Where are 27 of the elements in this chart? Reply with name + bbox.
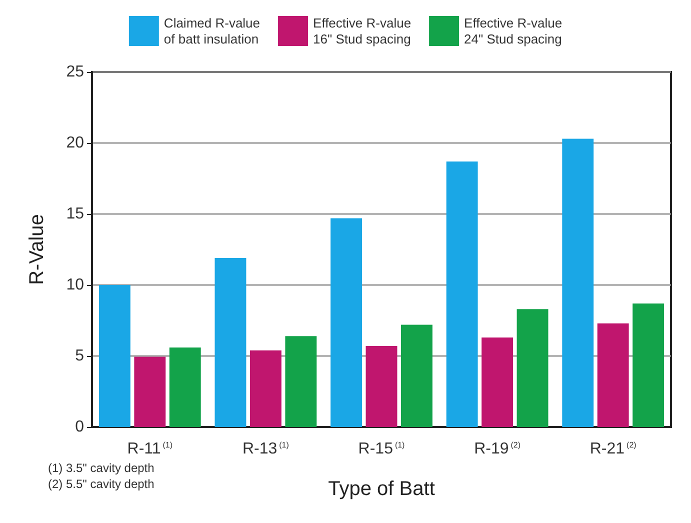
bar bbox=[169, 347, 201, 427]
legend-label: Effective R-value 24" Stud spacing bbox=[464, 16, 562, 46]
y-tick-label: 25 bbox=[66, 64, 84, 80]
text: (1) 3.5" cavity depth (2) 5.5" cavity depth bbox=[48, 461, 154, 491]
y-tick-label: 15 bbox=[66, 206, 84, 222]
bar bbox=[285, 336, 317, 427]
bar bbox=[482, 338, 514, 427]
bar bbox=[516, 309, 548, 427]
legend-label: Claimed R-value of batt insulation bbox=[164, 16, 260, 46]
bar bbox=[446, 161, 478, 427]
bar bbox=[214, 258, 246, 427]
y-tick-label: 10 bbox=[66, 276, 84, 294]
y-axis-title: R-Value bbox=[26, 214, 48, 285]
bar bbox=[632, 303, 664, 427]
y-tick-label: 5 bbox=[75, 348, 84, 364]
y-tick-label: 0 bbox=[75, 418, 84, 436]
x-axis-title: Type of Batt bbox=[328, 478, 436, 500]
bar bbox=[597, 323, 629, 427]
bar bbox=[366, 346, 398, 427]
bar bbox=[250, 350, 282, 427]
bar bbox=[401, 324, 432, 427]
bar bbox=[134, 356, 166, 427]
bar bbox=[98, 285, 130, 427]
legend-label: Effective R-value 16" Stud spacing bbox=[313, 16, 412, 46]
bar bbox=[562, 138, 594, 427]
y-tick-label: 20 bbox=[66, 134, 84, 152]
bar bbox=[330, 218, 362, 427]
